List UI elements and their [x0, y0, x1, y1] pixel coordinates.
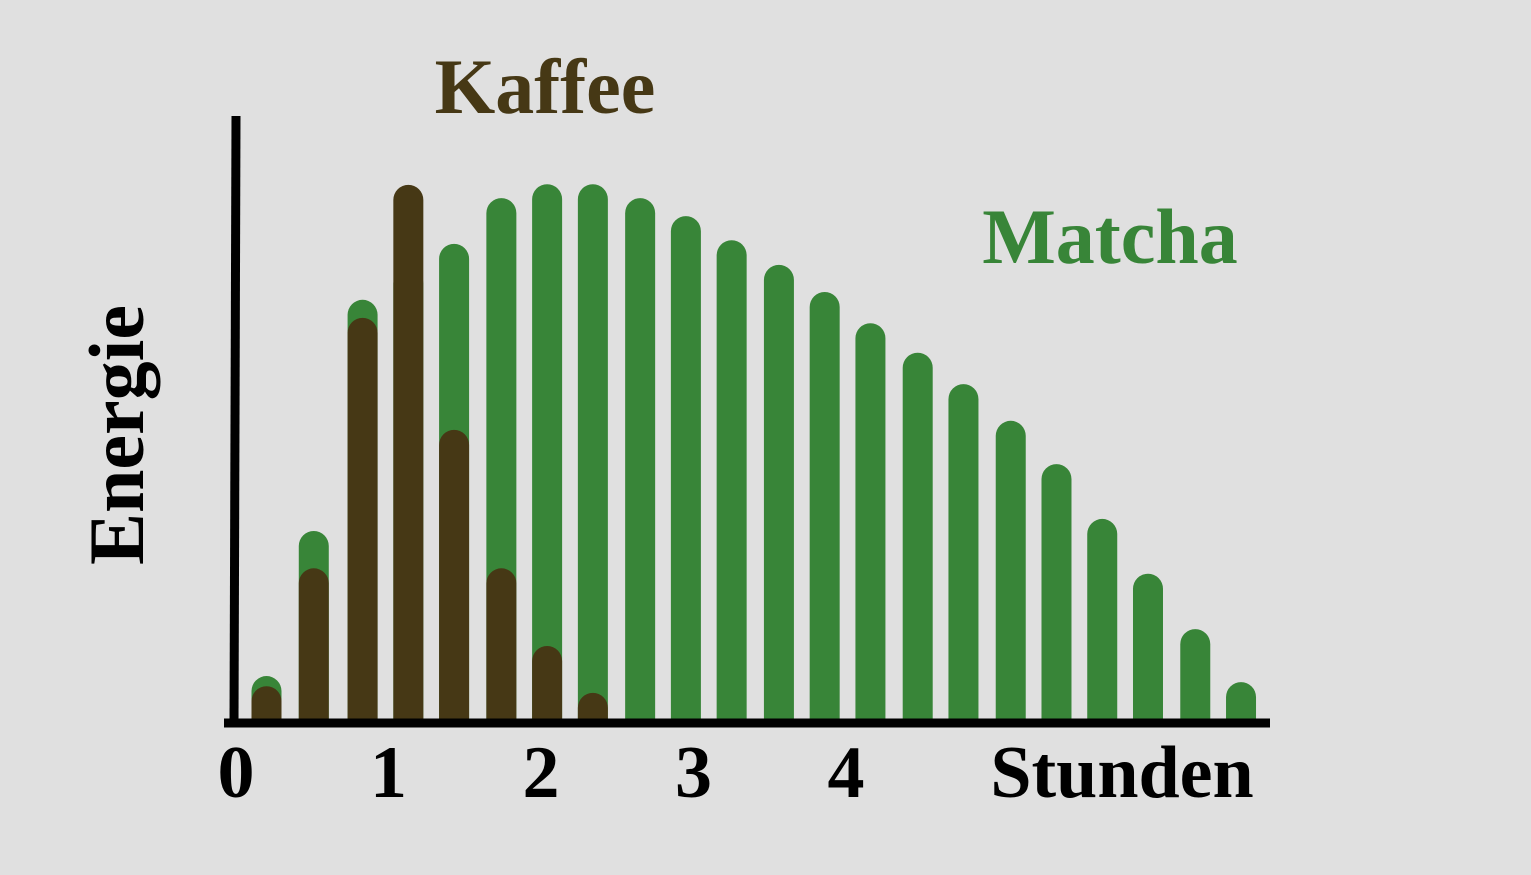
bar	[1041, 464, 1072, 720]
bar	[1132, 573, 1163, 720]
y-axis	[229, 115, 241, 725]
bar	[1226, 682, 1257, 720]
bar	[855, 323, 886, 720]
y-axis-label: Energie	[73, 305, 160, 565]
bar	[948, 384, 979, 720]
bar	[439, 429, 470, 720]
bar	[1180, 629, 1211, 720]
bar	[347, 317, 378, 720]
x-tick-label: 1	[370, 732, 407, 814]
bar	[809, 291, 840, 720]
x-axis-label: Stunden	[990, 732, 1253, 814]
bar	[486, 568, 517, 720]
bar	[577, 184, 608, 721]
bar	[716, 240, 747, 720]
bar	[670, 216, 701, 720]
series-label: Matcha	[982, 193, 1238, 280]
bar	[577, 692, 608, 720]
bar	[625, 198, 656, 721]
x-tick-label: 2	[523, 732, 560, 814]
x-tick-label: 0	[218, 732, 255, 814]
bar	[1087, 518, 1118, 720]
x-tick-label: 4	[828, 732, 865, 814]
x-tick-label: 3	[675, 732, 712, 814]
bar	[532, 645, 563, 720]
bar	[532, 184, 563, 721]
bar	[902, 352, 933, 720]
bar	[251, 686, 282, 720]
bar	[763, 264, 794, 720]
bar	[995, 420, 1026, 720]
series-label: Kaffee	[435, 43, 656, 130]
bar	[393, 184, 424, 720]
bar	[298, 568, 329, 720]
